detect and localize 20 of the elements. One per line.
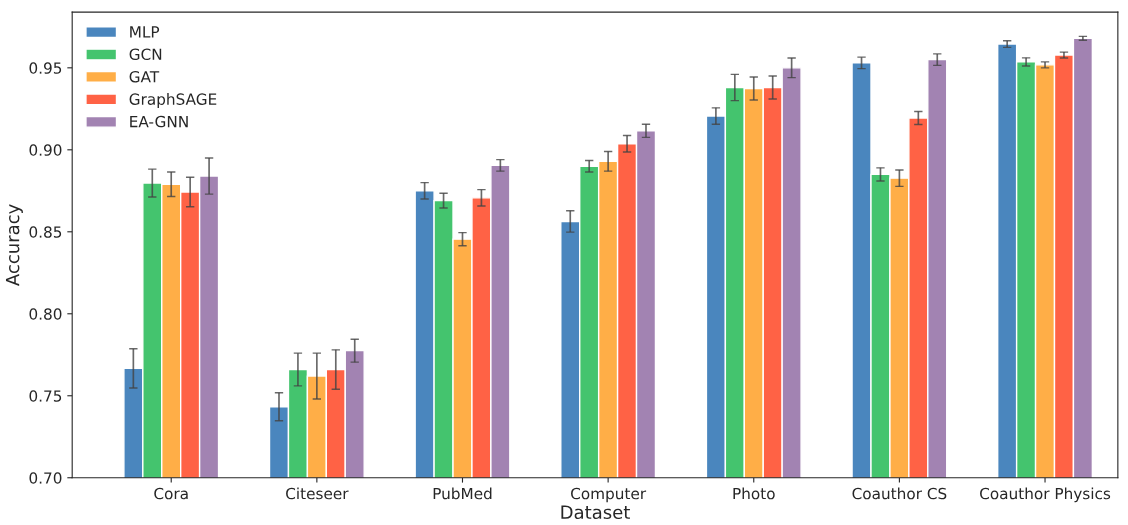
legend-label: GCN bbox=[129, 48, 162, 61]
x-axis-title: Dataset bbox=[561, 505, 630, 520]
x-tick-label: Coauthor Physics bbox=[980, 487, 1111, 503]
y-tick-label: 0.95 bbox=[29, 62, 62, 74]
y-axis-title: Accuracy bbox=[5, 204, 23, 286]
x-tick-label: Cora bbox=[154, 487, 188, 500]
x-tick-label: Computer bbox=[571, 487, 647, 503]
y-tick-label: 0.75 bbox=[29, 390, 62, 402]
x-tick-label: Photo bbox=[733, 487, 775, 500]
legend-label: GAT bbox=[129, 70, 160, 83]
y-tick-label: 0.85 bbox=[29, 226, 62, 238]
x-tick-label: Citeseer bbox=[286, 487, 349, 500]
y-tick-label: 0.90 bbox=[29, 144, 62, 156]
legend-label: MLP bbox=[130, 26, 160, 38]
legend-label: GraphSAGE bbox=[129, 93, 217, 108]
y-tick-label: 0.80 bbox=[29, 308, 62, 320]
legend-label: EA-GNN bbox=[130, 115, 188, 128]
x-tick-label: Coauthor CS bbox=[852, 487, 947, 500]
x-tick-label: PubMed bbox=[433, 487, 492, 500]
y-tick-label: 0.70 bbox=[29, 472, 62, 484]
